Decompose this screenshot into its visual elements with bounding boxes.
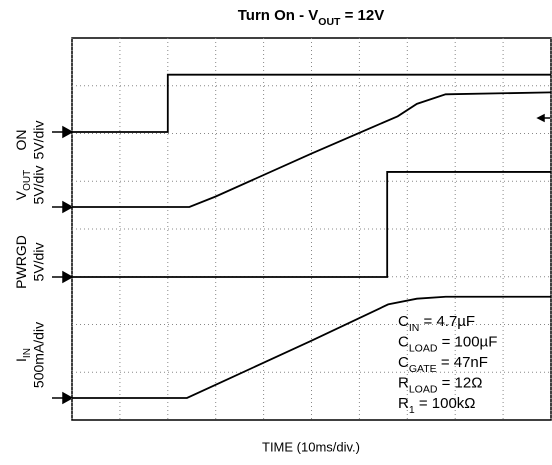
label-main: C	[398, 313, 409, 330]
channel-name: IIN	[13, 348, 33, 362]
label-sub: LOAD	[409, 342, 438, 354]
label-rest: = 12Ω	[437, 374, 482, 391]
channel-name-sub: OUT	[22, 170, 33, 191]
x-axis-label: TIME (10ms/div.)	[262, 439, 360, 454]
channel-name-main: PWRGD	[13, 235, 29, 289]
label-rest: = 12V	[340, 7, 384, 24]
channel-name: VOUT	[13, 170, 33, 200]
label-sub: OUT	[318, 16, 341, 28]
label-rest: = 4.7µF	[419, 313, 475, 330]
label-rest: = 100µF	[437, 333, 497, 350]
label-main: R	[398, 374, 409, 391]
annotation: RLOAD = 12Ω	[398, 374, 482, 395]
annotation: CIN = 4.7µF	[398, 313, 475, 334]
channel-scale: 500mA/div	[31, 322, 47, 388]
channel-scale: 5V/div	[31, 243, 47, 282]
channel-name: ON	[13, 130, 29, 151]
label-sub: 1	[409, 404, 415, 416]
annotation: CLOAD = 100µF	[398, 333, 497, 354]
channel-name-main: V	[13, 190, 29, 200]
annotation: CGATE = 47nF	[398, 354, 488, 375]
label-rest: = 47nF	[437, 354, 488, 371]
chart-title: Turn On - VOUT = 12V	[238, 7, 385, 28]
channel-name: PWRGD	[13, 235, 29, 289]
trace	[72, 73, 551, 133]
label-main: C	[398, 333, 409, 350]
channel-name-main: I	[13, 358, 29, 362]
label-rest: = 100kΩ	[415, 395, 476, 412]
channel-markers	[52, 113, 550, 405]
label-sub: IN	[409, 322, 420, 334]
channel-name-main: ON	[13, 130, 29, 151]
label-main: Turn On - V	[238, 7, 319, 24]
label-main: R	[398, 395, 409, 412]
trace	[72, 295, 551, 399]
channel-name-sub: IN	[22, 348, 33, 358]
label-main: C	[398, 354, 409, 371]
trace	[72, 91, 552, 208]
label-sub: GATE	[409, 363, 437, 375]
annotation: R1 = 100kΩ	[398, 395, 476, 416]
trace	[72, 171, 551, 278]
channel-scale: 5V/div	[31, 121, 47, 160]
label-sub: LOAD	[409, 383, 438, 395]
channel-scale: 5V/div	[31, 166, 47, 205]
